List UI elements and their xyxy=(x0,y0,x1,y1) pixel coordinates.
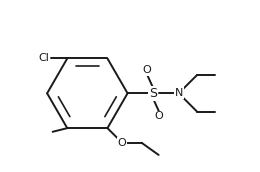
Text: N: N xyxy=(174,88,183,98)
Text: S: S xyxy=(149,87,157,100)
Text: O: O xyxy=(143,65,151,75)
Text: O: O xyxy=(155,111,164,121)
Text: O: O xyxy=(118,138,126,148)
Text: Cl: Cl xyxy=(39,53,49,63)
